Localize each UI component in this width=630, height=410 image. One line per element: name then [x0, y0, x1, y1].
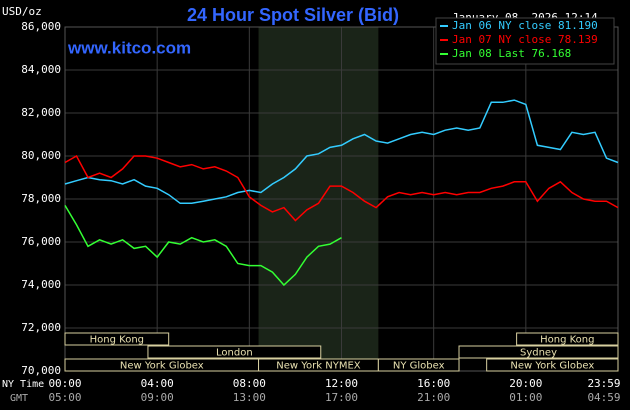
session-bar [458, 345, 619, 359]
x-tick-label: 12:00 [325, 377, 358, 390]
session-label: Hong Kong [90, 335, 144, 346]
x-tick-label: 04:00 [141, 377, 174, 390]
x2-tick-label: 13:00 [233, 391, 266, 404]
session-label: NY Globex [393, 361, 445, 372]
session-label: New York Globex [510, 361, 594, 372]
x-tick-label: 16:00 [417, 377, 450, 390]
y-tick-label: 80,000 [21, 149, 61, 162]
watermark: www.kitco.com [67, 38, 191, 57]
y-tick-label: 78,000 [21, 192, 61, 205]
x-tick-label: 23:59 [587, 377, 620, 390]
y-tick-label: 70,000 [21, 364, 61, 377]
x-tick-label: 20:00 [509, 377, 542, 390]
x-axis-label: NY Time [2, 379, 44, 390]
session-bar [377, 358, 460, 372]
x2-tick-label: 04:59 [587, 391, 620, 404]
legend-box [435, 17, 615, 65]
session-bar [147, 345, 322, 359]
y-tick-label: 76,000 [21, 235, 61, 248]
x2-tick-label: 09:00 [141, 391, 174, 404]
y-axis-label: USD/oz [2, 5, 42, 18]
session-bar [516, 332, 619, 346]
y-tick-label: 82,000 [21, 106, 61, 119]
y-tick-label: 72,000 [21, 321, 61, 334]
x-tick-label: 00:00 [48, 377, 81, 390]
x2-tick-label: 21:00 [417, 391, 450, 404]
session-label: Sydney [520, 348, 557, 359]
session-label: New York Globex [120, 361, 204, 372]
series-line [64, 154, 619, 222]
legend-label: Jan 07 NY close 78.139 [452, 33, 598, 46]
legend-label: Jan 06 NY close 81.190 [452, 19, 598, 32]
chart-title: 24 Hour Spot Silver (Bid) [187, 5, 399, 25]
session-label: London [216, 348, 253, 359]
plot-underlay [64, 26, 619, 372]
session-label: Hong Kong [540, 335, 594, 346]
x-tick-label: 08:00 [233, 377, 266, 390]
legend-label: Jan 08 Last 76.168 [452, 47, 571, 60]
y-tick-label: 86,000 [21, 20, 61, 33]
series-line [64, 205, 342, 287]
session-bar [64, 332, 170, 346]
session-label: New York NYMEX [276, 361, 361, 372]
session-bar [486, 358, 619, 372]
x2-tick-label: 01:00 [509, 391, 542, 404]
x2-tick-label: 17:00 [325, 391, 358, 404]
series-line [64, 99, 619, 205]
y-tick-label: 74,000 [21, 278, 61, 291]
y-tick-label: 84,000 [21, 63, 61, 76]
x2-tick-label: 05:00 [48, 391, 81, 404]
x2-axis-label: GMT [10, 393, 28, 404]
